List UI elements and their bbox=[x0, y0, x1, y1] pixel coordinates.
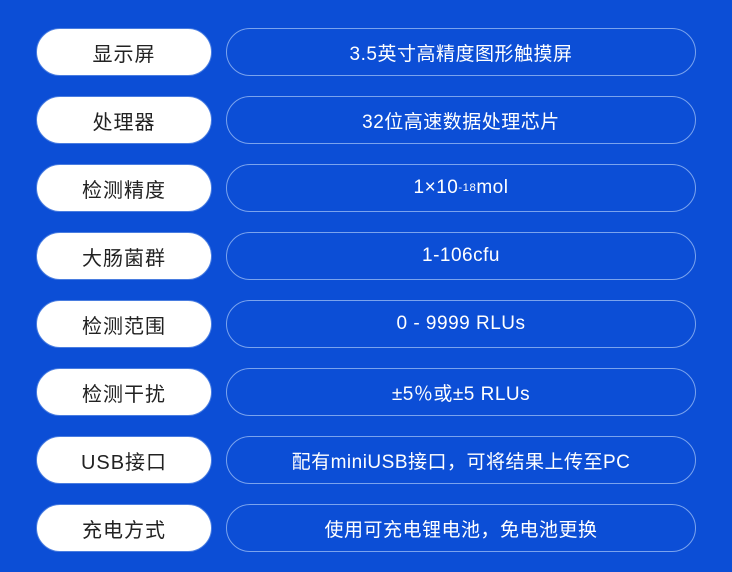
spec-label-precision: 检测精度 bbox=[36, 164, 212, 212]
spec-row: 检测干扰 ±5％或±5 RLUs bbox=[36, 368, 696, 416]
spec-label-usb: USB接口 bbox=[36, 436, 212, 484]
spec-label-coliform: 大肠菌群 bbox=[36, 232, 212, 280]
spec-value-display: 3.5英寸高精度图形触摸屏 bbox=[226, 28, 696, 76]
spec-row: 充电方式 使用可充电锂电池，免电池更换 bbox=[36, 504, 696, 552]
spec-row: 处理器 32位高速数据处理芯片 bbox=[36, 96, 696, 144]
spec-label-charging: 充电方式 bbox=[36, 504, 212, 552]
spec-value-charging: 使用可充电锂电池，免电池更换 bbox=[226, 504, 696, 552]
spec-row: 检测范围 0 - 9999 RLUs bbox=[36, 300, 696, 348]
spec-value-interference: ±5％或±5 RLUs bbox=[226, 368, 696, 416]
spec-row: 显示屏 3.5英寸高精度图形触摸屏 bbox=[36, 28, 696, 76]
spec-value-range: 0 - 9999 RLUs bbox=[226, 300, 696, 348]
spec-value-coliform: 1-106cfu bbox=[226, 232, 696, 280]
spec-row: USB接口 配有miniUSB接口，可将结果上传至PC bbox=[36, 436, 696, 484]
spec-table: 显示屏 3.5英寸高精度图形触摸屏 处理器 32位高速数据处理芯片 检测精度 1… bbox=[36, 28, 696, 552]
spec-label-processor: 处理器 bbox=[36, 96, 212, 144]
spec-label-display: 显示屏 bbox=[36, 28, 212, 76]
spec-row: 大肠菌群 1-106cfu bbox=[36, 232, 696, 280]
spec-label-range: 检测范围 bbox=[36, 300, 212, 348]
spec-row: 检测精度 1×10-18 mol bbox=[36, 164, 696, 212]
spec-value-precision: 1×10-18 mol bbox=[226, 164, 696, 212]
spec-label-interference: 检测干扰 bbox=[36, 368, 212, 416]
spec-value-processor: 32位高速数据处理芯片 bbox=[226, 96, 696, 144]
spec-value-usb: 配有miniUSB接口，可将结果上传至PC bbox=[226, 436, 696, 484]
